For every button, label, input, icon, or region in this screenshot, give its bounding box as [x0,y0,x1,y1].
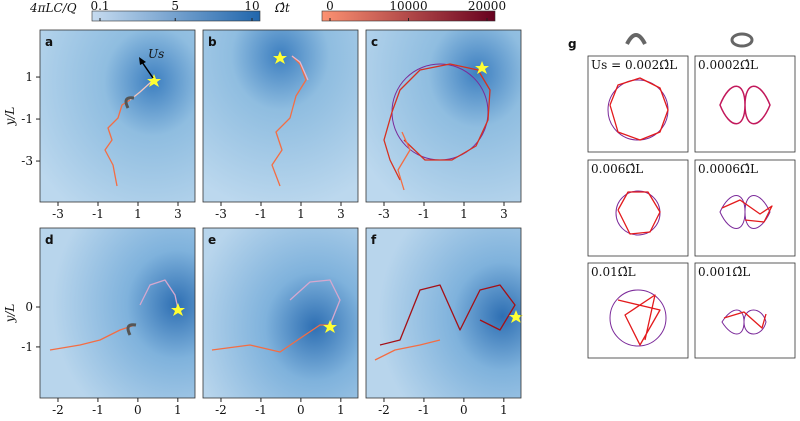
arrow [141,61,154,79]
y-axis-label: y/L [3,107,17,127]
x-tick-label: 1 [134,207,142,221]
y-tick-label: -1 [21,340,33,354]
trajectories [49,55,516,361]
cell-label: 0.0006Ω̂L [698,162,758,176]
panel-frame [39,227,196,399]
x-tick-label: 3 [174,207,182,221]
x-tick-label: -1 [92,207,104,221]
y-axis-label: y/L [3,304,17,324]
icon [730,32,754,48]
star [273,51,287,64]
colorbar-label: Ω̂t [274,1,290,15]
panel-frame [365,29,522,203]
panel-label: g [568,37,577,51]
panel-bg [366,228,521,398]
y-tick-label: -1 [21,112,33,126]
colorbar-tick-label: 20000 [468,0,506,13]
y-tick-label: 1 [25,70,33,84]
x-tick-label: 0 [134,403,142,417]
x-tick-label: -3 [215,207,227,221]
x-tick-label: 3 [337,207,345,221]
x-tick-label: -1 [418,207,430,221]
annotation: Us [148,47,164,61]
x-tick-label: 0 [460,403,468,417]
panel-label: f [371,233,377,247]
star [323,320,337,333]
x-tick-label: 1 [500,403,508,417]
cell-label: 0.001Ω̂L [698,265,750,279]
x-tick-label: -2 [378,403,390,417]
cell-label: 0.0002Ω̂L [698,58,758,72]
star [475,61,489,74]
y-tick-label: 0 [25,300,33,314]
star [171,303,185,316]
x-tick-label: -1 [92,403,104,417]
colorbar-label: 4πLC/Q [29,1,77,15]
colorbar-tick-label: 0.1 [90,0,109,13]
x-tick-label: -1 [255,207,267,221]
panel-label: b [208,35,217,49]
panel-bg [40,30,195,202]
colorbar-tick-label: 0 [326,0,334,13]
x-tick-label: -1 [255,403,267,417]
panel-frame [202,227,359,399]
colorbar-tick-label: 5 [171,0,179,13]
cell-label: 0.01Ω̂L [591,265,636,279]
x-tick-label: -1 [418,403,430,417]
colorbar-tick-label: 10000 [389,0,427,13]
panel-label: c [371,35,378,49]
x-tick-label: -3 [52,207,64,221]
panel-frame [365,227,522,399]
x-tick-label: 1 [337,403,345,417]
y-tick-label: -3 [21,154,33,168]
panel-bg [40,228,195,398]
x-tick-label: 1 [297,207,305,221]
x-tick-label: 1 [174,403,182,417]
x-tick-label: 1 [460,207,468,221]
cell-label: 0.006Ω̂L [591,162,643,176]
colorbar-tick-label: 10 [244,0,259,13]
x-tick-label: 3 [500,207,508,221]
panel-label: d [45,233,54,247]
panel-bg [366,30,521,202]
panel-label: e [208,233,216,247]
panel-label: a [45,35,53,49]
panel-bg [203,228,358,398]
x-tick-label: -3 [378,207,390,221]
x-tick-label: -2 [215,403,227,417]
icon [625,33,647,45]
x-tick-label: -2 [52,403,64,417]
g-cells [587,55,796,359]
star [509,310,523,323]
colorbar [91,10,261,22]
x-tick-label: 0 [297,403,305,417]
arrow-head [139,57,146,65]
star [147,74,161,87]
panel-frame [202,29,359,203]
cell-label: Us = 0.002Ω̂L [591,58,677,72]
panel-frame [39,29,196,203]
